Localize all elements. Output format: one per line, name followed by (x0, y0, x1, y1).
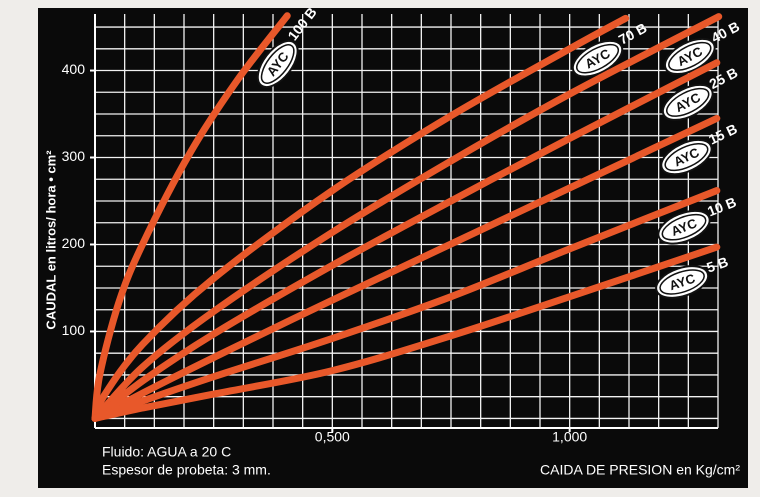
logo-outline (660, 138, 713, 176)
brand-logo: AYC (571, 39, 624, 78)
note: Espesor de probeta: 3 mm. (102, 462, 271, 478)
logo-inner (668, 41, 712, 71)
logo-inner (260, 44, 295, 84)
logo-outline (571, 39, 624, 78)
y-tick-label: 100 (62, 322, 86, 338)
logo-outline (655, 265, 710, 299)
logo-inner (576, 43, 620, 74)
x-tick-label: 0,500 (315, 429, 350, 445)
curve (91, 114, 721, 422)
legend-label: 5 B (704, 253, 730, 275)
logo-outline (661, 83, 714, 121)
curve (91, 14, 630, 422)
logo-outline (663, 37, 716, 75)
x-tick-label: 1,000 (552, 429, 587, 445)
brand-logo: AYC (256, 39, 299, 89)
brand-logo: AYC (661, 83, 714, 121)
brand-logo: AYC (657, 209, 711, 245)
curve (91, 13, 723, 422)
y-tick-label: 300 (62, 148, 86, 164)
logo-inner (666, 87, 710, 117)
brand-logo: AYC (655, 265, 710, 299)
y-tick-label: 200 (62, 235, 86, 251)
logo-outline (256, 39, 299, 89)
y-tick-label: 400 (62, 61, 86, 77)
curve (91, 59, 721, 422)
curve (91, 12, 291, 422)
x-axis-label: CAIDA DE PRESION en Kg/cm² (540, 462, 740, 478)
logo-inner (659, 269, 705, 295)
y-axis-label: CAUDAL en litros/ hora • cm² (43, 150, 58, 330)
logo-outline (657, 209, 711, 245)
logo-inner (664, 142, 709, 172)
note: Fluido: AGUA a 20 C (102, 444, 231, 460)
curve (91, 187, 721, 422)
brand-logo: AYC (663, 37, 716, 75)
curve (91, 243, 721, 422)
brand-logo: AYC (660, 138, 713, 176)
